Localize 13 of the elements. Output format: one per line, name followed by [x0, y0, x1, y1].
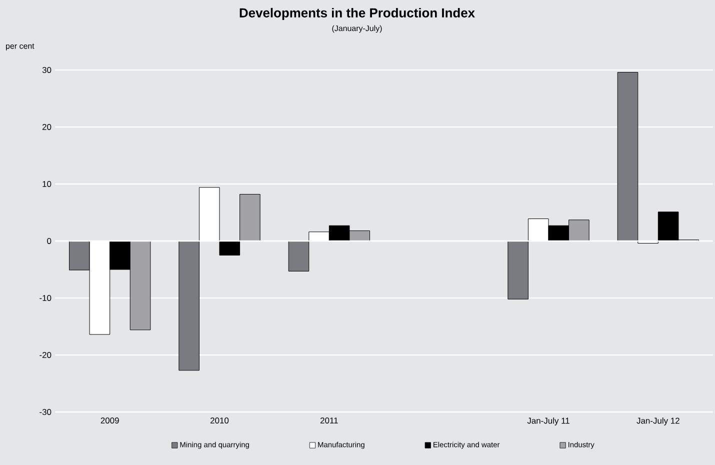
x-tick-label: 2011: [320, 418, 338, 424]
y-tick-label: 0: [47, 238, 52, 244]
y-tick-label: 30: [42, 67, 52, 73]
y-tick-label: -30: [40, 408, 52, 415]
y-tick-label: 10: [42, 180, 52, 187]
y-tick-label: -10: [40, 294, 52, 301]
x-tick-label: Jan-July 12: [636, 417, 680, 426]
chart-title: Developments in the Production Index: [240, 8, 475, 20]
x-tick-label: Jan-July 11: [527, 417, 570, 426]
x-tick-label: 2009: [100, 418, 119, 424]
x-tick-label: 2010: [210, 418, 229, 424]
y-tick-label: -20: [40, 352, 52, 358]
y-tick-label: 20: [42, 124, 52, 130]
